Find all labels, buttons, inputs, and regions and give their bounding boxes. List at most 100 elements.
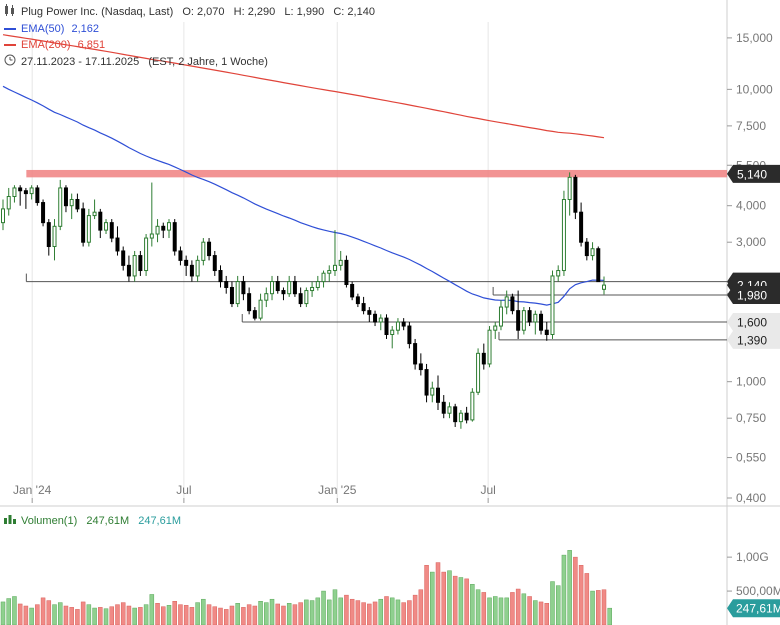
volume-bar <box>218 607 223 625</box>
candle-body <box>121 250 126 266</box>
candle-body <box>138 255 143 272</box>
candle-body <box>52 225 57 248</box>
x-tick-label: Jul <box>480 483 495 497</box>
volume-bar <box>355 600 361 625</box>
y-tick-label: 0,550 <box>736 451 766 465</box>
x-tick-label: Jul <box>176 483 191 497</box>
volume-bar <box>212 606 218 625</box>
volume-bar <box>435 562 441 625</box>
candle-body <box>224 281 229 288</box>
volume-bar <box>172 601 177 625</box>
candle-body <box>527 310 532 323</box>
volume-bar <box>292 604 298 625</box>
date-range-detail: (EST, 2 Jahre, 1 Woche) <box>148 55 268 68</box>
candle-body <box>355 296 360 305</box>
candle-body <box>384 317 389 336</box>
volume-bar <box>367 603 372 625</box>
candle-body <box>109 222 114 239</box>
candle-body <box>550 275 555 336</box>
y-tick-label: 7,500 <box>736 119 766 133</box>
volume-bar <box>98 607 103 625</box>
candle-body <box>258 299 263 319</box>
volume-tag-box <box>727 599 780 618</box>
volume-bar <box>304 599 309 625</box>
volume-bar <box>29 607 34 625</box>
volume-label: Volumen(1) <box>21 515 78 527</box>
volume-bar <box>17 603 23 625</box>
price-tag-box <box>727 285 780 304</box>
volume-bar <box>52 604 57 625</box>
y-tick-label: 4,000 <box>736 199 766 213</box>
volume-bar <box>418 589 424 625</box>
candle-body <box>166 222 171 231</box>
candle-body <box>539 313 544 331</box>
candle-body <box>46 222 51 248</box>
candle-body <box>596 248 601 283</box>
price-tag: 1,390 <box>727 330 780 349</box>
chart-title: Plug Power Inc. (Nasdaq, Last) <box>21 5 174 18</box>
candle-body <box>29 187 34 195</box>
volume-bar <box>407 600 412 625</box>
volume-bar <box>441 571 446 625</box>
candle-body <box>58 187 63 227</box>
volume-bar <box>57 602 63 625</box>
volume-bar <box>533 600 538 625</box>
volume-bar <box>92 607 97 625</box>
volume-bar <box>412 594 418 625</box>
candle-body <box>23 190 28 195</box>
candle-body <box>229 286 234 305</box>
candle-body <box>321 272 326 283</box>
legend-ema200[interactable]: EMA(200) 6,851 <box>4 38 105 52</box>
candle-body <box>298 293 303 305</box>
candle-body <box>373 313 378 323</box>
volume-bar <box>327 599 332 625</box>
volume-bar <box>80 601 86 625</box>
volume-bar <box>544 603 550 625</box>
candle-body <box>69 198 74 207</box>
candle-body <box>1 208 5 224</box>
volume-tick-label: 500,00M <box>736 584 780 598</box>
volume-bar <box>75 609 80 625</box>
volume-bar <box>161 606 166 625</box>
candle-body <box>573 176 578 213</box>
candle-body <box>498 306 503 327</box>
candle-body <box>212 255 217 272</box>
candle-body <box>401 321 406 327</box>
volume-bar <box>149 594 155 625</box>
price-tag: 1,600 <box>727 313 780 332</box>
candle-body <box>218 270 223 283</box>
volume-bar <box>430 571 435 625</box>
volume-bar <box>550 581 555 625</box>
candle-body <box>195 259 200 277</box>
volume-bar <box>578 565 584 625</box>
candle-body <box>178 250 183 261</box>
volume-bar <box>361 602 366 625</box>
volume-bar <box>189 607 195 625</box>
candle-body <box>207 241 212 257</box>
candle-body <box>544 329 549 336</box>
volume-bar <box>23 605 29 625</box>
volume-bar <box>6 598 11 625</box>
volume-bar <box>120 602 126 625</box>
y-tick-label: 1,000 <box>736 375 766 389</box>
volume-bar <box>573 556 578 625</box>
candle-body <box>332 264 337 272</box>
price-tag: 5,140 <box>727 164 780 183</box>
legend-ema50[interactable]: EMA(50) 2,162 <box>4 22 99 36</box>
candle-body <box>516 310 521 331</box>
candle-body <box>86 215 91 243</box>
volume-tick-label: 1,00G <box>736 550 769 564</box>
candle-body <box>378 317 383 323</box>
volume-bar <box>344 594 349 625</box>
candle-body <box>584 241 589 257</box>
volume-bar <box>492 596 498 625</box>
candle-body <box>493 325 498 331</box>
candle-body <box>275 281 280 292</box>
volume-value-2: 247,61M <box>138 515 182 527</box>
volume-bar <box>378 598 384 625</box>
volume-bar <box>332 589 338 625</box>
volume-bar <box>504 597 509 625</box>
candle-body <box>338 259 343 266</box>
ema200-line <box>2 34 605 139</box>
